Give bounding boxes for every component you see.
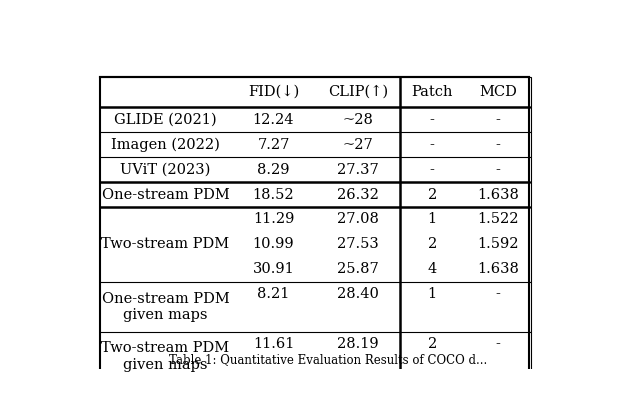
Text: 1.638: 1.638 <box>477 262 519 276</box>
Text: One-stream PDM
given maps: One-stream PDM given maps <box>102 292 229 322</box>
Text: 1.522: 1.522 <box>477 212 518 227</box>
Text: 1: 1 <box>428 212 436 227</box>
Bar <box>231 282 316 332</box>
Bar <box>465 282 531 332</box>
Text: 8.29: 8.29 <box>257 163 290 177</box>
Bar <box>231 77 316 107</box>
Text: 10.99: 10.99 <box>253 237 294 251</box>
Bar <box>231 107 316 132</box>
Bar <box>400 132 465 157</box>
Text: 2: 2 <box>428 188 436 202</box>
Text: -: - <box>495 287 500 301</box>
Bar <box>231 157 316 182</box>
Text: 2: 2 <box>428 337 436 351</box>
Text: -: - <box>429 113 435 127</box>
Bar <box>231 332 316 381</box>
Bar <box>465 132 531 157</box>
Text: GLIDE (2021): GLIDE (2021) <box>115 113 217 127</box>
Bar <box>400 157 465 182</box>
Text: 12.24: 12.24 <box>253 113 294 127</box>
Bar <box>465 182 531 207</box>
Text: ~28: ~28 <box>342 113 373 127</box>
Bar <box>465 107 531 132</box>
Bar <box>100 77 231 107</box>
Bar <box>465 157 531 182</box>
Text: Table 1: Quantitative Evaluation Results of COCO d...: Table 1: Quantitative Evaluation Results… <box>169 353 487 366</box>
Bar <box>231 182 316 207</box>
Text: 27.53: 27.53 <box>337 237 379 251</box>
Text: 1.638: 1.638 <box>477 188 519 202</box>
Text: 1: 1 <box>428 287 436 301</box>
Bar <box>100 332 231 381</box>
Bar <box>465 332 531 381</box>
Text: 7.27: 7.27 <box>257 138 290 152</box>
Text: 2: 2 <box>428 237 436 251</box>
Text: 26.32: 26.32 <box>337 188 379 202</box>
Bar <box>100 107 231 132</box>
Text: CLIP(↑): CLIP(↑) <box>328 85 388 99</box>
Text: 11.61: 11.61 <box>253 337 294 351</box>
Bar <box>100 282 231 332</box>
Text: -: - <box>495 138 500 152</box>
Bar <box>400 332 465 381</box>
Text: -: - <box>495 337 500 351</box>
Text: -: - <box>429 138 435 152</box>
Bar <box>316 77 400 107</box>
Text: 28.40: 28.40 <box>337 287 379 301</box>
Text: UViT (2023): UViT (2023) <box>120 163 211 177</box>
Text: 8.21: 8.21 <box>257 287 290 301</box>
Text: 30.91: 30.91 <box>253 262 294 276</box>
Bar <box>316 157 400 182</box>
Bar <box>231 207 316 282</box>
Bar <box>316 207 400 282</box>
Text: 4: 4 <box>428 262 436 276</box>
Bar <box>316 282 400 332</box>
Text: 1.592: 1.592 <box>477 237 518 251</box>
Text: One-stream PDM: One-stream PDM <box>102 188 229 202</box>
Text: -: - <box>495 163 500 177</box>
Bar <box>316 332 400 381</box>
Bar <box>316 182 400 207</box>
Text: -: - <box>429 163 435 177</box>
Text: MCD: MCD <box>479 85 517 99</box>
Text: Two-stream PDM: Two-stream PDM <box>102 237 230 251</box>
Text: FID(↓): FID(↓) <box>248 85 299 99</box>
Bar <box>400 282 465 332</box>
Bar <box>400 182 465 207</box>
Bar <box>400 77 465 107</box>
Text: Two-stream PDM
given maps: Two-stream PDM given maps <box>102 342 230 372</box>
Text: Patch: Patch <box>412 85 453 99</box>
Text: Imagen (2022): Imagen (2022) <box>111 137 220 152</box>
Text: 28.19: 28.19 <box>337 337 379 351</box>
Text: 27.08: 27.08 <box>337 212 379 227</box>
Text: 18.52: 18.52 <box>253 188 294 202</box>
Bar <box>231 132 316 157</box>
Text: 27.37: 27.37 <box>337 163 379 177</box>
Bar <box>316 132 400 157</box>
Bar <box>100 182 231 207</box>
Bar <box>400 207 465 282</box>
Text: -: - <box>495 113 500 127</box>
Bar <box>100 132 231 157</box>
Text: ~27: ~27 <box>342 138 373 152</box>
Text: 11.29: 11.29 <box>253 212 294 227</box>
Bar <box>100 77 529 381</box>
Bar <box>400 107 465 132</box>
Bar <box>465 77 531 107</box>
Bar <box>465 207 531 282</box>
Bar <box>100 157 231 182</box>
Bar <box>316 107 400 132</box>
Text: 25.87: 25.87 <box>337 262 379 276</box>
Bar <box>100 207 231 282</box>
